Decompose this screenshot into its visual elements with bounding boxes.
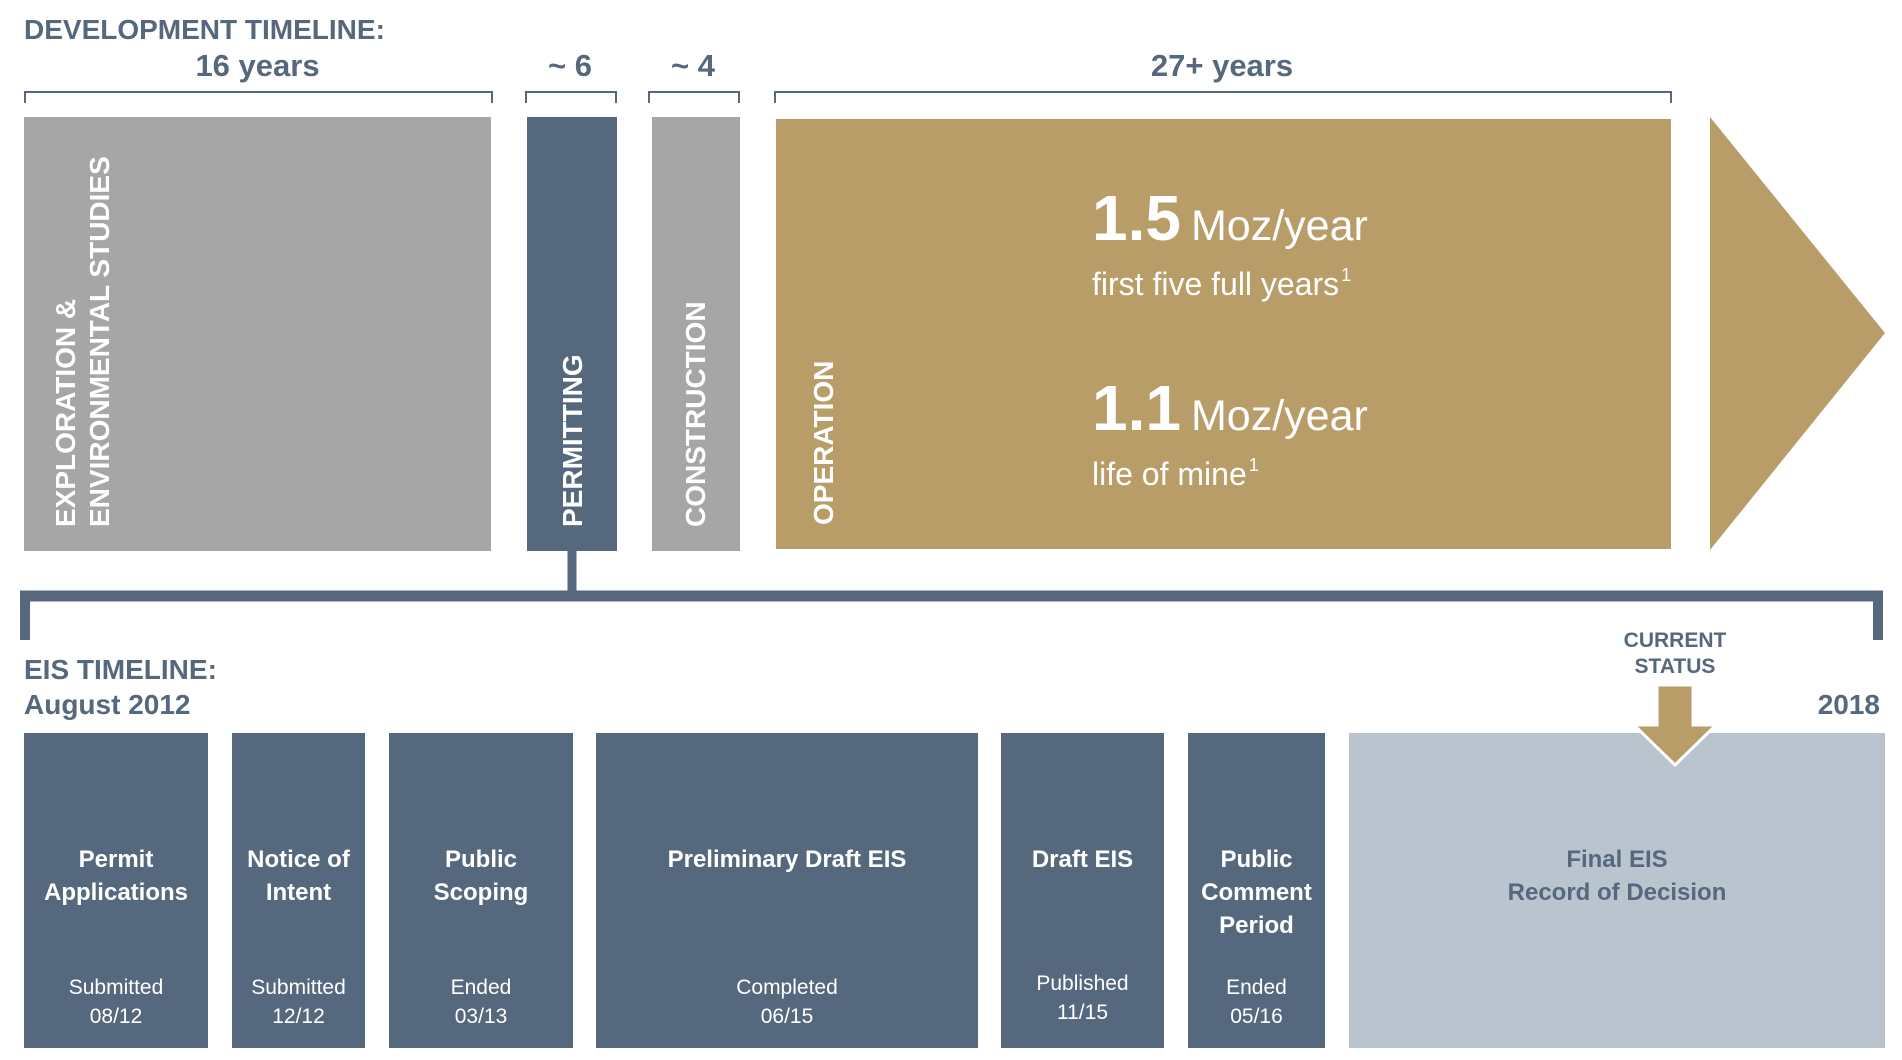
eis-step-date: 12/12 <box>272 1005 325 1028</box>
operation-duration: 27+ years <box>1150 48 1294 83</box>
life-of-mine-stat: 1.1 Moz/year <box>1092 371 1368 445</box>
life-of-mine-caption: life of mine 1 <box>1092 455 1259 493</box>
operation-label: OPERATION <box>808 360 839 525</box>
eis-step-title: Permit Applications <box>43 846 188 906</box>
eis-timeline-header: EIS TIMELINE: <box>24 654 217 685</box>
eis-step-title: Public Scoping <box>433 846 529 906</box>
eis-step-title: Notice of Intent <box>247 846 350 906</box>
first-production-unit: Moz/year <box>1190 202 1368 250</box>
construction-phase-block: CONSTRUCTION <box>652 117 740 551</box>
eis-step-status: Published 11/15 <box>1001 969 1164 1027</box>
eis-step-status: Ended 03/13 <box>389 973 573 1031</box>
exploration-duration: 16 years <box>195 48 320 83</box>
eis-step-status-text: Completed <box>736 976 838 999</box>
operation-phase-block: OPERATION 1.5 Moz/year first five full ye… <box>776 119 1671 549</box>
life-of-mine-caption-text: life of mine <box>1092 456 1247 492</box>
permitting-bracket <box>525 91 617 103</box>
eis-step-title: Draft EIS <box>1031 846 1134 873</box>
life-of-mine-footnote: 1 <box>1248 455 1259 475</box>
eis-step-status-text: Ended <box>450 976 512 999</box>
eis-step-draft-eis: Draft EIS Published 11/15 <box>1001 733 1164 1048</box>
eis-step-date: 05/16 <box>1230 1005 1283 1028</box>
first-production-stat: 1.5 Moz/year <box>1092 181 1368 255</box>
eis-step-final-eis: Final EIS Record of Decision <box>1349 733 1885 1048</box>
life-of-mine-unit: Moz/year <box>1190 392 1368 440</box>
eis-step-status: Submitted 12/12 <box>232 973 365 1031</box>
eis-step-status-text: Submitted <box>251 976 346 999</box>
eis-step-date: 08/12 <box>89 1005 143 1028</box>
current-status-line2: STATUS <box>1634 655 1716 678</box>
eis-step-date: 06/15 <box>760 1005 814 1028</box>
eis-step-status-text: Submitted <box>68 976 164 999</box>
eis-step-permit-applications: Permit Applications Submitted 08/12 <box>24 733 208 1048</box>
first-production-caption-text: first five full years <box>1092 266 1340 302</box>
current-status-label: CURRENT STATUS <box>1585 628 1765 680</box>
eis-step-title: Public Comment Period <box>1201 846 1312 939</box>
eis-step-status-text: Published <box>1036 972 1129 995</box>
current-status-arrow-icon <box>1630 683 1720 768</box>
eis-step-date: 11/15 <box>1057 1001 1108 1024</box>
current-status-line1: CURRENT <box>1623 629 1727 652</box>
eis-step-title: Final EIS Record of Decision <box>1507 846 1727 906</box>
eis-end-label: 2018 <box>1817 689 1880 720</box>
exploration-label-line1: EXPLORATION & <box>50 298 81 527</box>
first-production-value: 1.5 <box>1092 182 1181 254</box>
exploration-bracket <box>24 91 493 103</box>
eis-step-public-comment-period: Public Comment Period Ended 05/16 <box>1188 733 1325 1048</box>
exploration-phase-block: EXPLORATION & ENVIRONMENTAL STUDIES <box>24 117 491 551</box>
eis-step-status: Completed 06/15 <box>596 973 978 1031</box>
operation-arrow-head <box>1710 117 1885 550</box>
eis-step-status: Submitted 08/12 <box>24 973 208 1031</box>
first-production-footnote: 1 <box>1341 265 1352 285</box>
eis-step-notice-of-intent: Notice of Intent Submitted 12/12 <box>232 733 365 1048</box>
timeline-connector <box>20 550 1883 640</box>
construction-bracket <box>648 91 740 103</box>
eis-step-preliminary-draft-eis: Preliminary Draft EIS Completed 06/15 <box>596 733 978 1048</box>
eis-step-title: Preliminary Draft EIS <box>667 846 907 873</box>
eis-step-status-text: Ended <box>1226 976 1287 999</box>
operation-bracket <box>774 91 1672 103</box>
first-production-caption: first five full years 1 <box>1092 265 1351 303</box>
eis-step-status: Ended 05/16 <box>1188 973 1325 1031</box>
life-of-mine-value: 1.1 <box>1092 372 1181 444</box>
permitting-label: PERMITTING <box>557 354 588 527</box>
permitting-phase-block: PERMITTING <box>527 117 617 551</box>
development-timeline-header: DEVELOPMENT TIMELINE: <box>24 14 385 45</box>
construction-duration: ~ 4 <box>671 48 715 83</box>
permitting-duration: ~ 6 <box>548 48 592 83</box>
eis-start-label: August 2012 <box>24 689 191 720</box>
eis-step-date: 03/13 <box>454 1005 508 1028</box>
construction-label: CONSTRUCTION <box>680 301 711 527</box>
eis-step-public-scoping: Public Scoping Ended 03/13 <box>389 733 573 1048</box>
exploration-label-line2: ENVIRONMENTAL STUDIES <box>84 156 115 527</box>
